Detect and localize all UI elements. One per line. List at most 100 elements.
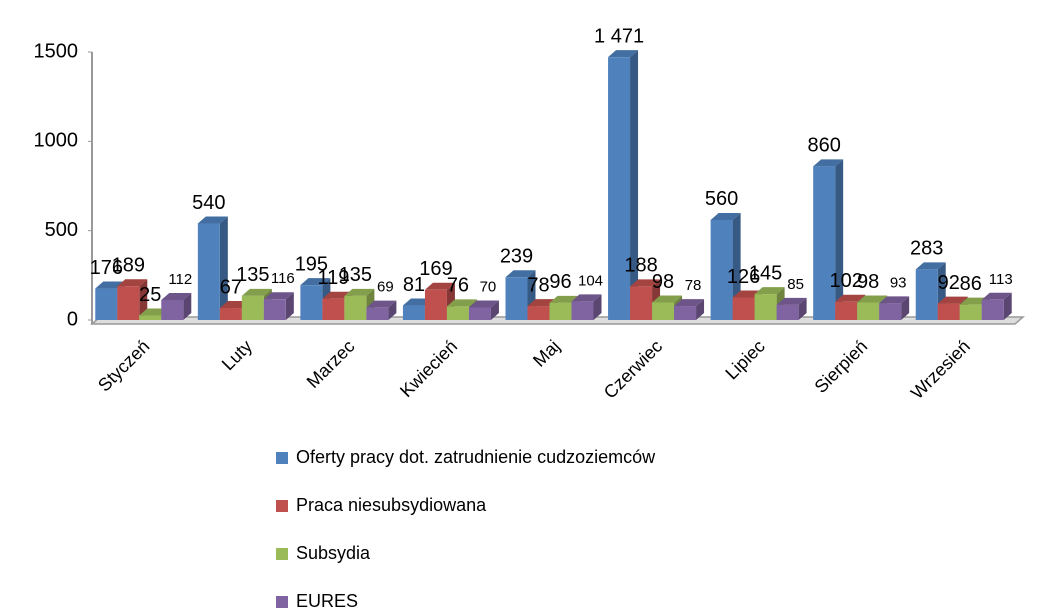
data-label: 76 bbox=[447, 275, 469, 297]
data-label: 78 bbox=[527, 274, 549, 296]
data-label: 98 bbox=[857, 271, 879, 293]
legend-swatch bbox=[276, 596, 288, 608]
data-label: 176 bbox=[90, 257, 123, 279]
bar bbox=[835, 301, 858, 320]
bar bbox=[468, 307, 491, 320]
bar-top bbox=[300, 278, 331, 286]
bar bbox=[981, 299, 1004, 320]
bar-top bbox=[813, 159, 844, 167]
bar bbox=[161, 299, 184, 320]
data-label: 70 bbox=[480, 278, 497, 295]
y-tick-label: 1000 bbox=[34, 130, 79, 152]
data-label: 113 bbox=[989, 271, 1013, 288]
bar-side bbox=[630, 50, 639, 320]
bar-top bbox=[915, 262, 946, 270]
x-tick-label: Styczeń bbox=[94, 336, 153, 395]
bar bbox=[402, 305, 425, 320]
bar-side bbox=[835, 159, 844, 320]
bar-top bbox=[117, 279, 148, 287]
data-label: 116 bbox=[271, 270, 295, 287]
bar bbox=[263, 299, 286, 320]
bar-top bbox=[754, 287, 785, 295]
data-label: 189 bbox=[112, 255, 145, 277]
data-label: 112 bbox=[168, 271, 192, 288]
bar-top bbox=[652, 295, 683, 303]
bar bbox=[527, 306, 550, 320]
data-label: 92 bbox=[938, 272, 960, 294]
data-label: 102 bbox=[829, 270, 862, 292]
bar bbox=[344, 295, 367, 320]
bar bbox=[424, 289, 447, 320]
legend-label: Oferty pracy dot. zatrudnienie cudzoziem… bbox=[296, 447, 656, 467]
data-label: 25 bbox=[139, 284, 161, 306]
bar-top bbox=[263, 292, 294, 300]
bar bbox=[95, 288, 118, 320]
legend-label: EURES bbox=[296, 591, 358, 611]
bar-top bbox=[857, 295, 888, 303]
data-label: 81 bbox=[403, 274, 425, 296]
bar-side bbox=[139, 279, 148, 320]
legend-label: Subsydia bbox=[296, 543, 371, 563]
bar-side bbox=[490, 300, 499, 320]
data-label: 195 bbox=[295, 253, 328, 275]
data-label: 126 bbox=[727, 266, 760, 288]
data-label: 85 bbox=[787, 276, 804, 293]
x-tick-label: Wrzesień bbox=[907, 336, 974, 403]
bar-top bbox=[446, 299, 477, 307]
bar-side bbox=[183, 292, 192, 320]
bar-side bbox=[388, 300, 397, 320]
bar bbox=[608, 57, 631, 320]
data-label: 135 bbox=[339, 264, 372, 286]
bar-top bbox=[710, 212, 741, 220]
bar-side bbox=[1003, 292, 1012, 320]
bar-top bbox=[344, 288, 375, 296]
bar-top bbox=[161, 292, 192, 300]
x-tick-label: Luty bbox=[218, 336, 256, 374]
data-label: 78 bbox=[685, 277, 702, 294]
bar-top bbox=[571, 294, 602, 302]
x-tick-label: Marzec bbox=[303, 336, 359, 392]
bar bbox=[241, 295, 264, 320]
data-label: 104 bbox=[578, 272, 603, 289]
bar-top bbox=[937, 296, 968, 304]
bar-side bbox=[901, 296, 910, 320]
data-label: 239 bbox=[500, 246, 533, 268]
data-label: 188 bbox=[624, 255, 657, 277]
legend-swatch bbox=[276, 500, 288, 512]
data-label: 67 bbox=[220, 276, 242, 298]
bar-top bbox=[241, 288, 272, 296]
data-label: 560 bbox=[705, 188, 738, 210]
bar bbox=[139, 315, 162, 320]
bar-top bbox=[776, 297, 807, 305]
legend-swatch bbox=[276, 548, 288, 560]
bar bbox=[652, 302, 675, 320]
legend-label: Praca niesubsydiowana bbox=[296, 495, 487, 515]
x-tick-label: Kwiecień bbox=[396, 336, 461, 401]
bar-side bbox=[593, 294, 602, 320]
bar bbox=[813, 166, 836, 320]
bar bbox=[959, 304, 982, 320]
bar-top bbox=[197, 216, 228, 224]
bar bbox=[732, 297, 755, 320]
bar bbox=[776, 304, 799, 320]
data-label: 96 bbox=[549, 271, 571, 293]
bar-top bbox=[879, 296, 910, 304]
bar-side bbox=[798, 297, 807, 320]
bar-side bbox=[285, 292, 294, 320]
legend-swatch bbox=[276, 452, 288, 464]
data-label: 93 bbox=[890, 274, 907, 291]
bar-top bbox=[608, 50, 639, 58]
data-label: 540 bbox=[192, 192, 225, 214]
bar bbox=[219, 308, 242, 320]
bar-top bbox=[981, 292, 1012, 300]
x-tick-label: Czerwiec bbox=[600, 336, 666, 402]
x-tick-label: Maj bbox=[529, 336, 564, 371]
bar-top bbox=[366, 300, 397, 308]
data-label: 86 bbox=[960, 273, 982, 295]
bar bbox=[754, 294, 777, 320]
bar bbox=[446, 306, 469, 320]
x-tick-label: Sierpień bbox=[811, 336, 872, 397]
bar bbox=[710, 219, 733, 320]
bar bbox=[549, 302, 572, 320]
